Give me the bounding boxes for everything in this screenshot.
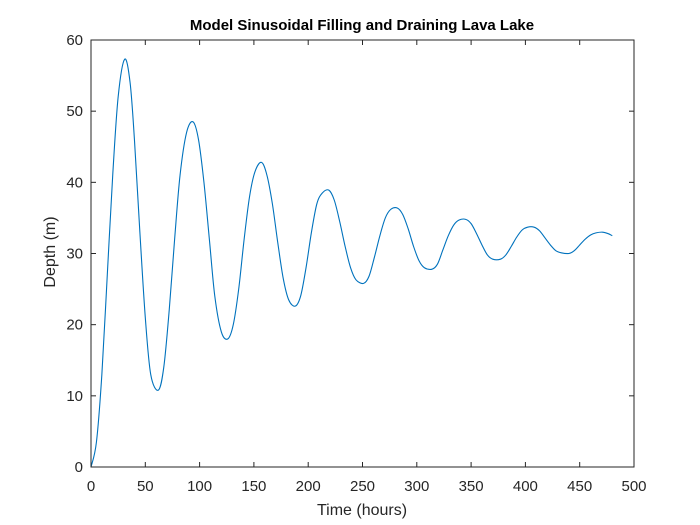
- x-tick-label: 400: [513, 478, 538, 495]
- x-tick-label: 300: [404, 478, 429, 495]
- x-tick-label: 450: [567, 478, 592, 495]
- x-tick-label: 250: [350, 478, 375, 495]
- x-tick-label: 0: [87, 478, 95, 495]
- y-tick-label: 30: [66, 246, 83, 263]
- y-axis: 0 10 20 30 40 50 60: [66, 32, 634, 476]
- y-tick-label: 10: [66, 388, 83, 405]
- plot-area: [90, 58, 613, 468]
- y-tick-label: 0: [75, 459, 83, 476]
- x-axis: 0 50 100 150 200 250 300 350 400 450 500: [87, 40, 647, 495]
- x-tick-label: 150: [241, 478, 266, 495]
- y-tick-label: 50: [66, 103, 83, 120]
- series-line: [90, 58, 613, 468]
- x-tick-label: 200: [296, 478, 321, 495]
- x-tick-label: 500: [621, 478, 646, 495]
- y-axis-label: Depth (m): [42, 216, 59, 287]
- x-axis-label: Time (hours): [317, 502, 407, 519]
- y-tick-label: 40: [66, 174, 83, 191]
- y-tick-label: 60: [66, 32, 83, 49]
- x-tick-label: 350: [459, 478, 484, 495]
- x-tick-label: 100: [187, 478, 212, 495]
- y-tick-label: 20: [66, 317, 83, 334]
- chart-title: Model Sinusoidal Filling and Draining La…: [190, 17, 534, 34]
- x-tick-label: 50: [137, 478, 154, 495]
